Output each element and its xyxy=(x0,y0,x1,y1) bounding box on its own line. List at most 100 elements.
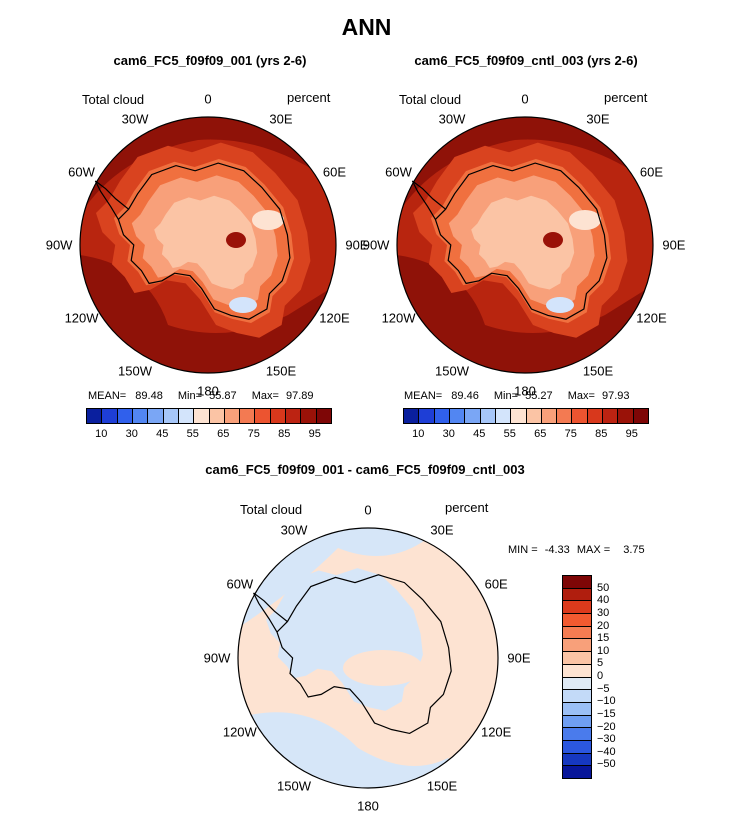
max-value: 3.75 xyxy=(623,544,645,556)
colorbar-tick-label: 0 xyxy=(597,670,604,682)
colorbar-swatch xyxy=(563,576,591,589)
longitude-label: 120W xyxy=(381,310,416,326)
colorbar-swatch xyxy=(511,409,527,423)
colorbar-tick-label: 5 xyxy=(597,657,604,670)
colorbar-swatch xyxy=(557,409,573,423)
longitude-label: 120E xyxy=(636,310,667,326)
colorbar-swatch xyxy=(572,409,588,423)
colorbar-tick-label: −40 xyxy=(597,745,616,758)
longitude-label: 150W xyxy=(277,778,311,794)
longitude-label: 90E xyxy=(345,237,369,253)
colorbar-swatch xyxy=(255,409,271,423)
colorbar-swatch xyxy=(87,409,103,423)
panel-test-colorbar xyxy=(86,408,332,424)
longitude-label: 60E xyxy=(484,576,508,592)
panel-test-title: cam6_FC5_f09f09_001 (yrs 2-6) xyxy=(113,53,307,68)
panel-test-stats: MEAN= 89.48 Min= 55.87 Max= 97.89 xyxy=(88,390,314,402)
map-boundary xyxy=(396,116,654,374)
colorbar-swatch xyxy=(132,409,149,423)
colorbar-swatch xyxy=(633,409,648,423)
mean-value: 89.48 xyxy=(135,390,163,402)
panel-test-variable-label: Total cloud xyxy=(82,92,145,107)
longitude-label: 0 xyxy=(521,91,529,107)
colorbar-swatch xyxy=(117,409,133,423)
colorbar-tick-label: 85 xyxy=(595,428,608,440)
longitude-label: 90W xyxy=(203,650,231,666)
panel-control-title: cam6_FC5_f09f09_cntl_003 (yrs 2-6) xyxy=(414,53,638,68)
max-value: 97.89 xyxy=(285,390,314,402)
min-label: Min= xyxy=(493,390,519,402)
longitude-label: 90E xyxy=(662,237,686,253)
colorbar-tick-label: 30 xyxy=(442,428,455,440)
colorbar-swatch xyxy=(209,409,225,423)
longitude-label: 90W xyxy=(45,237,73,253)
colorbar-tick-label: 30 xyxy=(597,606,610,619)
colorbar-swatch xyxy=(563,601,591,615)
map-boundary xyxy=(79,116,337,374)
colorbar-swatch xyxy=(563,753,591,767)
colorbar-swatch xyxy=(563,664,591,678)
colorbar-swatch xyxy=(404,409,420,423)
panel-control-stats: MEAN= 89.46 Min= 55.27 Max= 97.93 xyxy=(404,390,630,402)
colorbar-tick-label: −15 xyxy=(597,707,616,720)
map-field xyxy=(80,117,336,373)
colorbar-tick-label: 65 xyxy=(534,428,547,440)
colorbar-swatch xyxy=(563,715,591,729)
colorbar-tick-label: 50 xyxy=(597,581,610,594)
colorbar-swatch xyxy=(163,409,179,423)
colorbar-swatch xyxy=(563,652,591,665)
longitude-label: 90W xyxy=(362,237,390,253)
longitude-label: 150E xyxy=(426,778,458,794)
colorbar-tick-label: 10 xyxy=(597,644,610,657)
panel-diff-units-label: percent xyxy=(445,500,489,515)
panel-diff-colorbar xyxy=(562,575,592,779)
colorbar-tick-label: 75 xyxy=(247,428,260,440)
colorbar-swatch xyxy=(286,409,302,423)
longitude-label: 120E xyxy=(480,724,512,740)
colorbar-swatch xyxy=(563,626,591,640)
colorbar-swatch xyxy=(618,409,634,423)
colorbar-tick-label: −30 xyxy=(597,733,616,746)
min-value: 55.27 xyxy=(525,390,553,402)
colorbar-tick-label: 75 xyxy=(564,428,577,440)
figure-title: ANN xyxy=(341,14,392,40)
colorbar-tick-label: 95 xyxy=(308,428,321,440)
colorbar-swatch xyxy=(603,409,619,423)
longitude-label: 60E xyxy=(639,164,664,180)
longitude-label: 120W xyxy=(222,724,257,740)
colorbar-swatch xyxy=(563,766,591,778)
longitude-label: 60E xyxy=(322,164,347,180)
colorbar-tick-label: 95 xyxy=(625,428,638,440)
panel-diff-stats: MIN = -4.33 MAX = 3.75 xyxy=(508,544,645,556)
colorbar-swatch xyxy=(194,409,210,423)
colorbar-tick-label: 45 xyxy=(156,428,169,440)
colorbar-swatch xyxy=(563,677,591,691)
longitude-label: 180 xyxy=(197,383,219,399)
colorbar-swatch xyxy=(563,614,591,627)
colorbar-swatch xyxy=(480,409,496,423)
min-value: 55.87 xyxy=(209,390,237,402)
colorbar-tick-label: 45 xyxy=(473,428,486,440)
min-label: Min= xyxy=(177,390,203,402)
colorbar-tick-label: −10 xyxy=(597,695,616,708)
colorbar-swatch xyxy=(434,409,450,423)
longitude-label: 30E xyxy=(269,111,293,127)
min-value: -4.33 xyxy=(544,544,570,556)
colorbar-swatch xyxy=(563,728,591,741)
colorbar-swatch xyxy=(270,409,287,423)
min-label: MIN = xyxy=(508,544,538,556)
longitude-label: 60W xyxy=(68,164,95,180)
panel-control-units-label: percent xyxy=(604,90,648,105)
coastline xyxy=(94,162,291,320)
colorbar-swatch xyxy=(148,409,164,423)
colorbar-tick-label: 55 xyxy=(186,428,199,440)
longitude-label: 60W xyxy=(226,576,254,592)
longitude-label: 30E xyxy=(586,111,610,127)
colorbar-swatch xyxy=(563,639,591,653)
longitude-label: 30W xyxy=(121,111,149,127)
colorbar-tick-label: 85 xyxy=(278,428,291,440)
panel-diff-title: cam6_FC5_f09f09_001 - cam6_FC5_f09f09_cn… xyxy=(205,462,525,477)
map-field xyxy=(397,117,653,373)
longitude-label: 90E xyxy=(507,650,531,666)
colorbar-tick-label: −50 xyxy=(597,758,616,771)
